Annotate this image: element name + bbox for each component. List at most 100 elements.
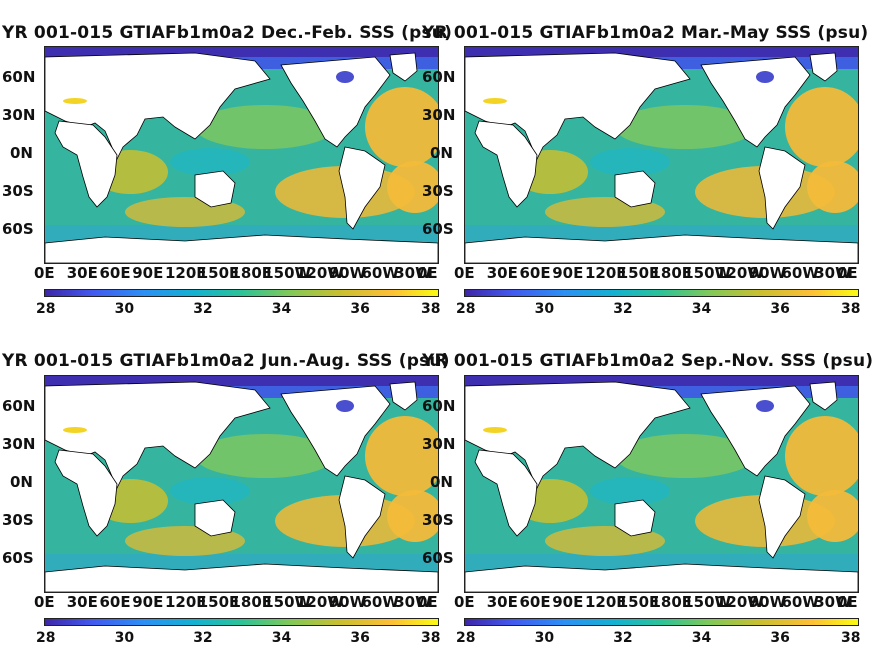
lon-label: 30W (394, 593, 432, 611)
lon-label: 30W (394, 264, 432, 282)
lat-label: 30S (2, 182, 34, 200)
lon-label: 150E (617, 593, 660, 611)
lat-label: 60S (2, 549, 34, 567)
lat-label: 30S (422, 182, 454, 200)
lat-label: 30N (422, 106, 456, 124)
lon-label: 90E (552, 264, 584, 282)
lat-label: 30N (422, 435, 456, 453)
colorbar-tick: 36 (350, 301, 370, 317)
lon-label: 0E (454, 264, 475, 282)
lon-label: 90E (132, 593, 164, 611)
lat-label: 30N (2, 435, 36, 453)
lon-label: 60W (781, 264, 819, 282)
colorbar-tick: 30 (534, 301, 555, 317)
colorbar-tick: 30 (534, 630, 555, 646)
colorbar-tick: 32 (613, 630, 633, 646)
colorbar-tick: 28 (456, 630, 476, 646)
lon-label: 60E (519, 593, 551, 611)
colorbar-tick: 36 (350, 630, 370, 646)
colorbar-tick: 34 (691, 301, 712, 317)
lat-label: 0N (10, 473, 33, 491)
lon-label: 180E (230, 593, 273, 611)
lon-label: 180E (230, 264, 273, 282)
lon-label: 60W (361, 264, 399, 282)
lon-label: 30E (486, 593, 518, 611)
lon-label: 30E (486, 264, 518, 282)
lon-label: 150W (683, 593, 732, 611)
lon-label: 180E (650, 264, 693, 282)
lon-label: 180E (650, 593, 693, 611)
panel-title: YR 001-015 GTIAFb1m0a2 Mar.-May SSS (psu… (422, 23, 869, 43)
lat-label: 60S (2, 220, 34, 238)
lon-label: 60E (99, 593, 131, 611)
lat-label: 60S (422, 549, 454, 567)
colorbar (464, 289, 859, 297)
colorbar-tick: 38 (841, 630, 861, 646)
panel-title: YR 001-015 GTIAFb1m0a2 Jun.-Aug. SSS (ps… (2, 351, 450, 371)
colorbar-tick: 32 (193, 630, 213, 646)
colorbar-tick: 28 (36, 301, 56, 317)
lon-label: 120E (165, 593, 207, 611)
lon-label: 0E (837, 264, 858, 282)
colorbar-tick: 38 (841, 301, 861, 317)
lon-label: 150W (263, 264, 312, 282)
lon-label: 90W (748, 593, 787, 611)
colorbar-tick: 28 (36, 630, 56, 646)
lon-label: 120W (716, 264, 764, 282)
colorbar-tick: 36 (770, 630, 790, 646)
lat-label: 30N (2, 106, 36, 124)
colorbar (44, 289, 439, 297)
colorbar-tick: 32 (193, 301, 213, 317)
colorbar-tick: 34 (271, 630, 292, 646)
lat-label: 60S (422, 220, 454, 238)
colorbar-tick: 30 (114, 301, 135, 317)
lon-label: 30W (814, 593, 852, 611)
lon-label: 120E (165, 264, 207, 282)
colorbar-tick: 36 (770, 301, 790, 317)
colorbar-tick: 32 (613, 301, 633, 317)
lon-label: 150W (683, 264, 732, 282)
lat-label: 60N (2, 68, 36, 86)
lon-label: 30E (66, 593, 98, 611)
lon-label: 120W (296, 593, 344, 611)
lon-label: 150E (197, 264, 240, 282)
sss-map (464, 46, 859, 264)
lon-label: 60E (99, 264, 131, 282)
lon-label: 90W (748, 264, 787, 282)
lon-label: 0E (837, 593, 858, 611)
lon-label: 60E (519, 264, 551, 282)
lon-label: 0E (417, 593, 438, 611)
lon-label: 60W (781, 593, 819, 611)
lon-label: 150W (263, 593, 312, 611)
lon-label: 0E (417, 264, 438, 282)
sss-map (44, 375, 439, 593)
panel-title: YR 001-015 GTIAFb1m0a2 Sep.-Nov. SSS (ps… (422, 351, 874, 371)
lon-label: 0E (454, 593, 475, 611)
lon-label: 60W (361, 593, 399, 611)
colorbar-tick: 38 (421, 630, 441, 646)
sss-map (44, 46, 439, 264)
lat-label: 60N (2, 397, 36, 415)
lat-label: 60N (422, 397, 456, 415)
lon-label: 30E (66, 264, 98, 282)
colorbar-tick: 28 (456, 301, 476, 317)
lon-label: 90W (328, 593, 367, 611)
sss-map (464, 375, 859, 593)
colorbar-tick: 34 (691, 630, 712, 646)
colorbar (44, 618, 439, 626)
colorbar-tick: 34 (271, 301, 292, 317)
lon-label: 120E (585, 264, 627, 282)
lat-label: 30S (422, 511, 454, 529)
lat-label: 0N (430, 473, 453, 491)
lon-label: 150E (617, 264, 660, 282)
lat-label: 60N (422, 68, 456, 86)
lon-label: 90E (132, 264, 164, 282)
lon-label: 90E (552, 593, 584, 611)
lon-label: 30W (814, 264, 852, 282)
lon-label: 0E (34, 264, 55, 282)
lon-label: 150E (197, 593, 240, 611)
colorbar-tick: 30 (114, 630, 135, 646)
lon-label: 120W (716, 593, 764, 611)
colorbar-tick: 38 (421, 301, 441, 317)
lon-label: 120W (296, 264, 344, 282)
